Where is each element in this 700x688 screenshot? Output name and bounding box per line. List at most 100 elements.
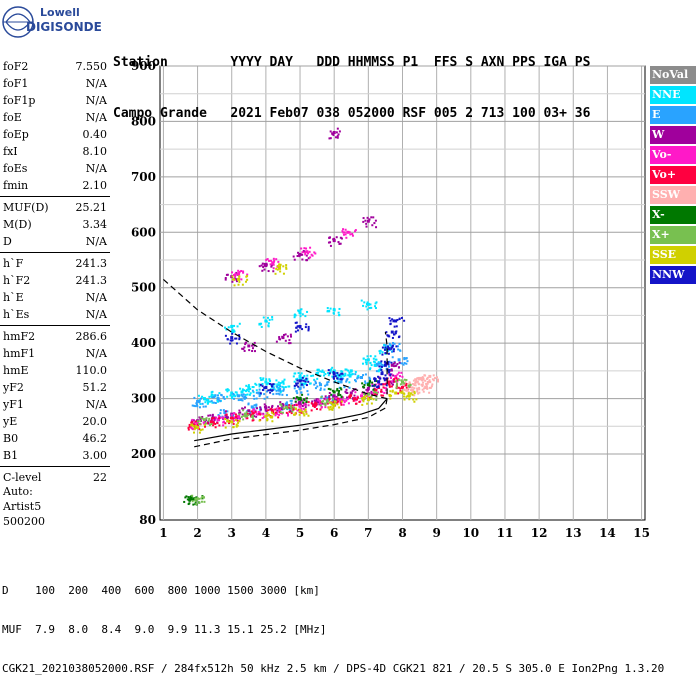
point-nne [267, 324, 270, 327]
param-row: fmin 2.10 [0, 177, 110, 194]
point-x- [340, 396, 343, 399]
point-w [290, 335, 293, 338]
point-sse [332, 406, 335, 409]
point-w [211, 415, 214, 418]
point-nne [369, 367, 372, 370]
point-vo- [255, 413, 258, 416]
point-e [219, 409, 222, 412]
point-w [259, 408, 262, 411]
point-w [267, 270, 270, 273]
point-vo- [237, 272, 241, 276]
point-nne [281, 385, 284, 388]
point-w [256, 407, 259, 410]
point-nne [354, 370, 357, 373]
point-e [193, 396, 196, 399]
point-x- [194, 501, 197, 504]
point-nne [239, 387, 242, 390]
point-vo- [351, 233, 354, 236]
extrapolated-profile [163, 278, 388, 400]
point-vo- [356, 398, 359, 401]
param-value: 46.2 [82, 432, 108, 445]
point-w [204, 420, 207, 423]
point-sse [231, 275, 234, 278]
point-nnw [296, 325, 299, 328]
point-nnw [336, 377, 339, 380]
point-sse [329, 405, 332, 408]
point-sse [241, 283, 244, 286]
point-nnw [383, 377, 386, 380]
point-nne [374, 307, 377, 310]
point-sse [233, 284, 236, 287]
point-w [394, 365, 397, 368]
param-label: hmF2 [3, 330, 36, 343]
point-sse [266, 414, 269, 417]
point-x- [325, 401, 328, 404]
point-vo- [314, 401, 317, 404]
point-nne [348, 371, 351, 374]
point-vo- [383, 391, 386, 394]
point-w [323, 397, 326, 400]
point-nnw [383, 379, 386, 382]
point-e [331, 399, 334, 402]
point-sse [415, 398, 418, 401]
point-nne [336, 373, 339, 376]
point-vo- [360, 394, 364, 398]
point-x- [191, 498, 194, 501]
point-sse [334, 400, 337, 403]
point-vo- [187, 427, 190, 430]
point-nnw [231, 332, 234, 335]
point-nnw [394, 332, 397, 335]
point-sse [267, 413, 270, 416]
point-nne [366, 308, 369, 311]
point-vo- [303, 247, 306, 250]
point-nne [234, 395, 237, 398]
point-sse [237, 277, 241, 281]
legend-item-x-: X+ [650, 226, 696, 244]
point-w [328, 392, 331, 395]
point-nne [293, 316, 296, 319]
point-nne [321, 369, 324, 372]
point-w [391, 383, 394, 386]
point-nnw [387, 369, 390, 372]
point-vo- [232, 419, 235, 422]
point-x- [327, 387, 330, 390]
point-nnw [383, 348, 386, 351]
point-w [293, 403, 296, 406]
point-sse [276, 265, 279, 268]
point-nnw [307, 329, 310, 332]
point-nne [303, 375, 306, 378]
point-sse [372, 398, 375, 401]
point-vo- [212, 424, 215, 427]
point-vo- [347, 396, 350, 399]
point-e [216, 397, 220, 401]
point-sse [330, 401, 333, 404]
point-e [364, 373, 367, 376]
point-vo- [267, 409, 270, 412]
point-e [285, 401, 288, 404]
point-vo- [312, 403, 316, 407]
point-e [195, 402, 198, 405]
point-nne [331, 375, 334, 378]
point-sse [275, 267, 278, 270]
point-nne [374, 355, 377, 358]
point-x- [244, 415, 247, 418]
point-e [379, 361, 382, 364]
point-sse [331, 408, 334, 411]
point-x- [198, 422, 201, 425]
point-nne [363, 301, 366, 304]
point-nnw [374, 377, 377, 380]
param-row: M(D) 3.34 [0, 216, 110, 233]
point-w [264, 409, 267, 412]
point-vo- [381, 383, 384, 386]
point-e [240, 393, 243, 396]
point-e [258, 395, 261, 398]
point-sse [407, 392, 410, 395]
point-vo- [225, 413, 228, 416]
point-e [249, 411, 252, 414]
point-nne [347, 374, 350, 377]
point-vo- [233, 412, 236, 415]
param-value: 3.34 [82, 218, 108, 231]
point-w [362, 217, 365, 220]
point-w [225, 415, 228, 418]
point-sse [235, 423, 238, 426]
